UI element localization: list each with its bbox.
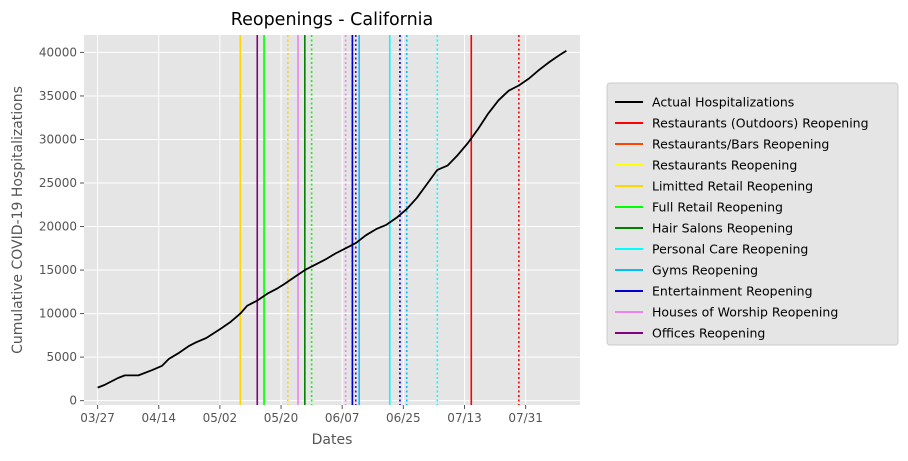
y-tick-label: 35000 <box>39 89 77 103</box>
y-axis-label: Cumulative COVID-19 Hospitalizations <box>10 86 26 354</box>
legend-label: Restaurants/Bars Reopening <box>652 137 829 152</box>
y-tick-label: 30000 <box>39 132 77 146</box>
x-axis-ticks: 03/27 04/14 05/02 05/20 06/07 06/25 07/13 07/31 <box>80 405 543 425</box>
x-tick-label: 04/14 <box>141 411 176 425</box>
x-tick-label: 07/31 <box>508 411 543 425</box>
grid <box>84 35 580 405</box>
x-tick-label: 05/02 <box>203 411 238 425</box>
legend-label: Gyms Reopening <box>652 263 758 278</box>
chart-title: Reopenings - California <box>231 10 434 30</box>
x-tick-label: 06/07 <box>325 411 360 425</box>
legend-label: Entertainment Reopening <box>652 284 813 299</box>
y-tick-label: 10000 <box>39 307 77 321</box>
legend-label: Restaurants Reopening <box>652 158 797 173</box>
y-tick-label: 40000 <box>39 45 77 59</box>
legend-frame <box>606 82 899 346</box>
legend-label: Restaurants (Outdoors) Reopening <box>652 116 869 131</box>
y-tick-label: 15000 <box>39 263 77 277</box>
series-line <box>97 49 567 389</box>
x-tick-label: 07/13 <box>447 411 482 425</box>
reopening-event-lines <box>239 35 520 405</box>
y-axis-ticks: 0 5000 10000 15000 20000 25000 30000 35000 40000 <box>39 45 84 408</box>
legend-label: Full Retail Reopening <box>652 200 783 215</box>
x-tick-label: 06/25 <box>386 411 421 425</box>
legend-label: Houses of Worship Reopening <box>652 305 838 320</box>
legend: Actual Hospitalizations Restaurants (Outd… <box>606 82 899 346</box>
y-tick-label: 20000 <box>39 220 77 234</box>
legend-label: Offices Reopening <box>652 326 765 341</box>
series-lines <box>97 49 567 389</box>
y-tick-label: 0 <box>69 394 77 408</box>
legend-label: Actual Hospitalizations <box>652 95 794 110</box>
legend-label: Hair Salons Reopening <box>652 221 793 236</box>
x-axis-label: Dates <box>312 432 353 448</box>
y-tick-label: 5000 <box>46 350 77 364</box>
plot-area <box>84 35 580 405</box>
x-tick-label: 05/20 <box>264 411 299 425</box>
x-tick-label: 03/27 <box>80 411 115 425</box>
y-tick-label: 25000 <box>39 176 77 190</box>
legend-label: Personal Care Reopening <box>652 242 808 257</box>
legend-label: Limitted Retail Reopening <box>652 179 813 194</box>
